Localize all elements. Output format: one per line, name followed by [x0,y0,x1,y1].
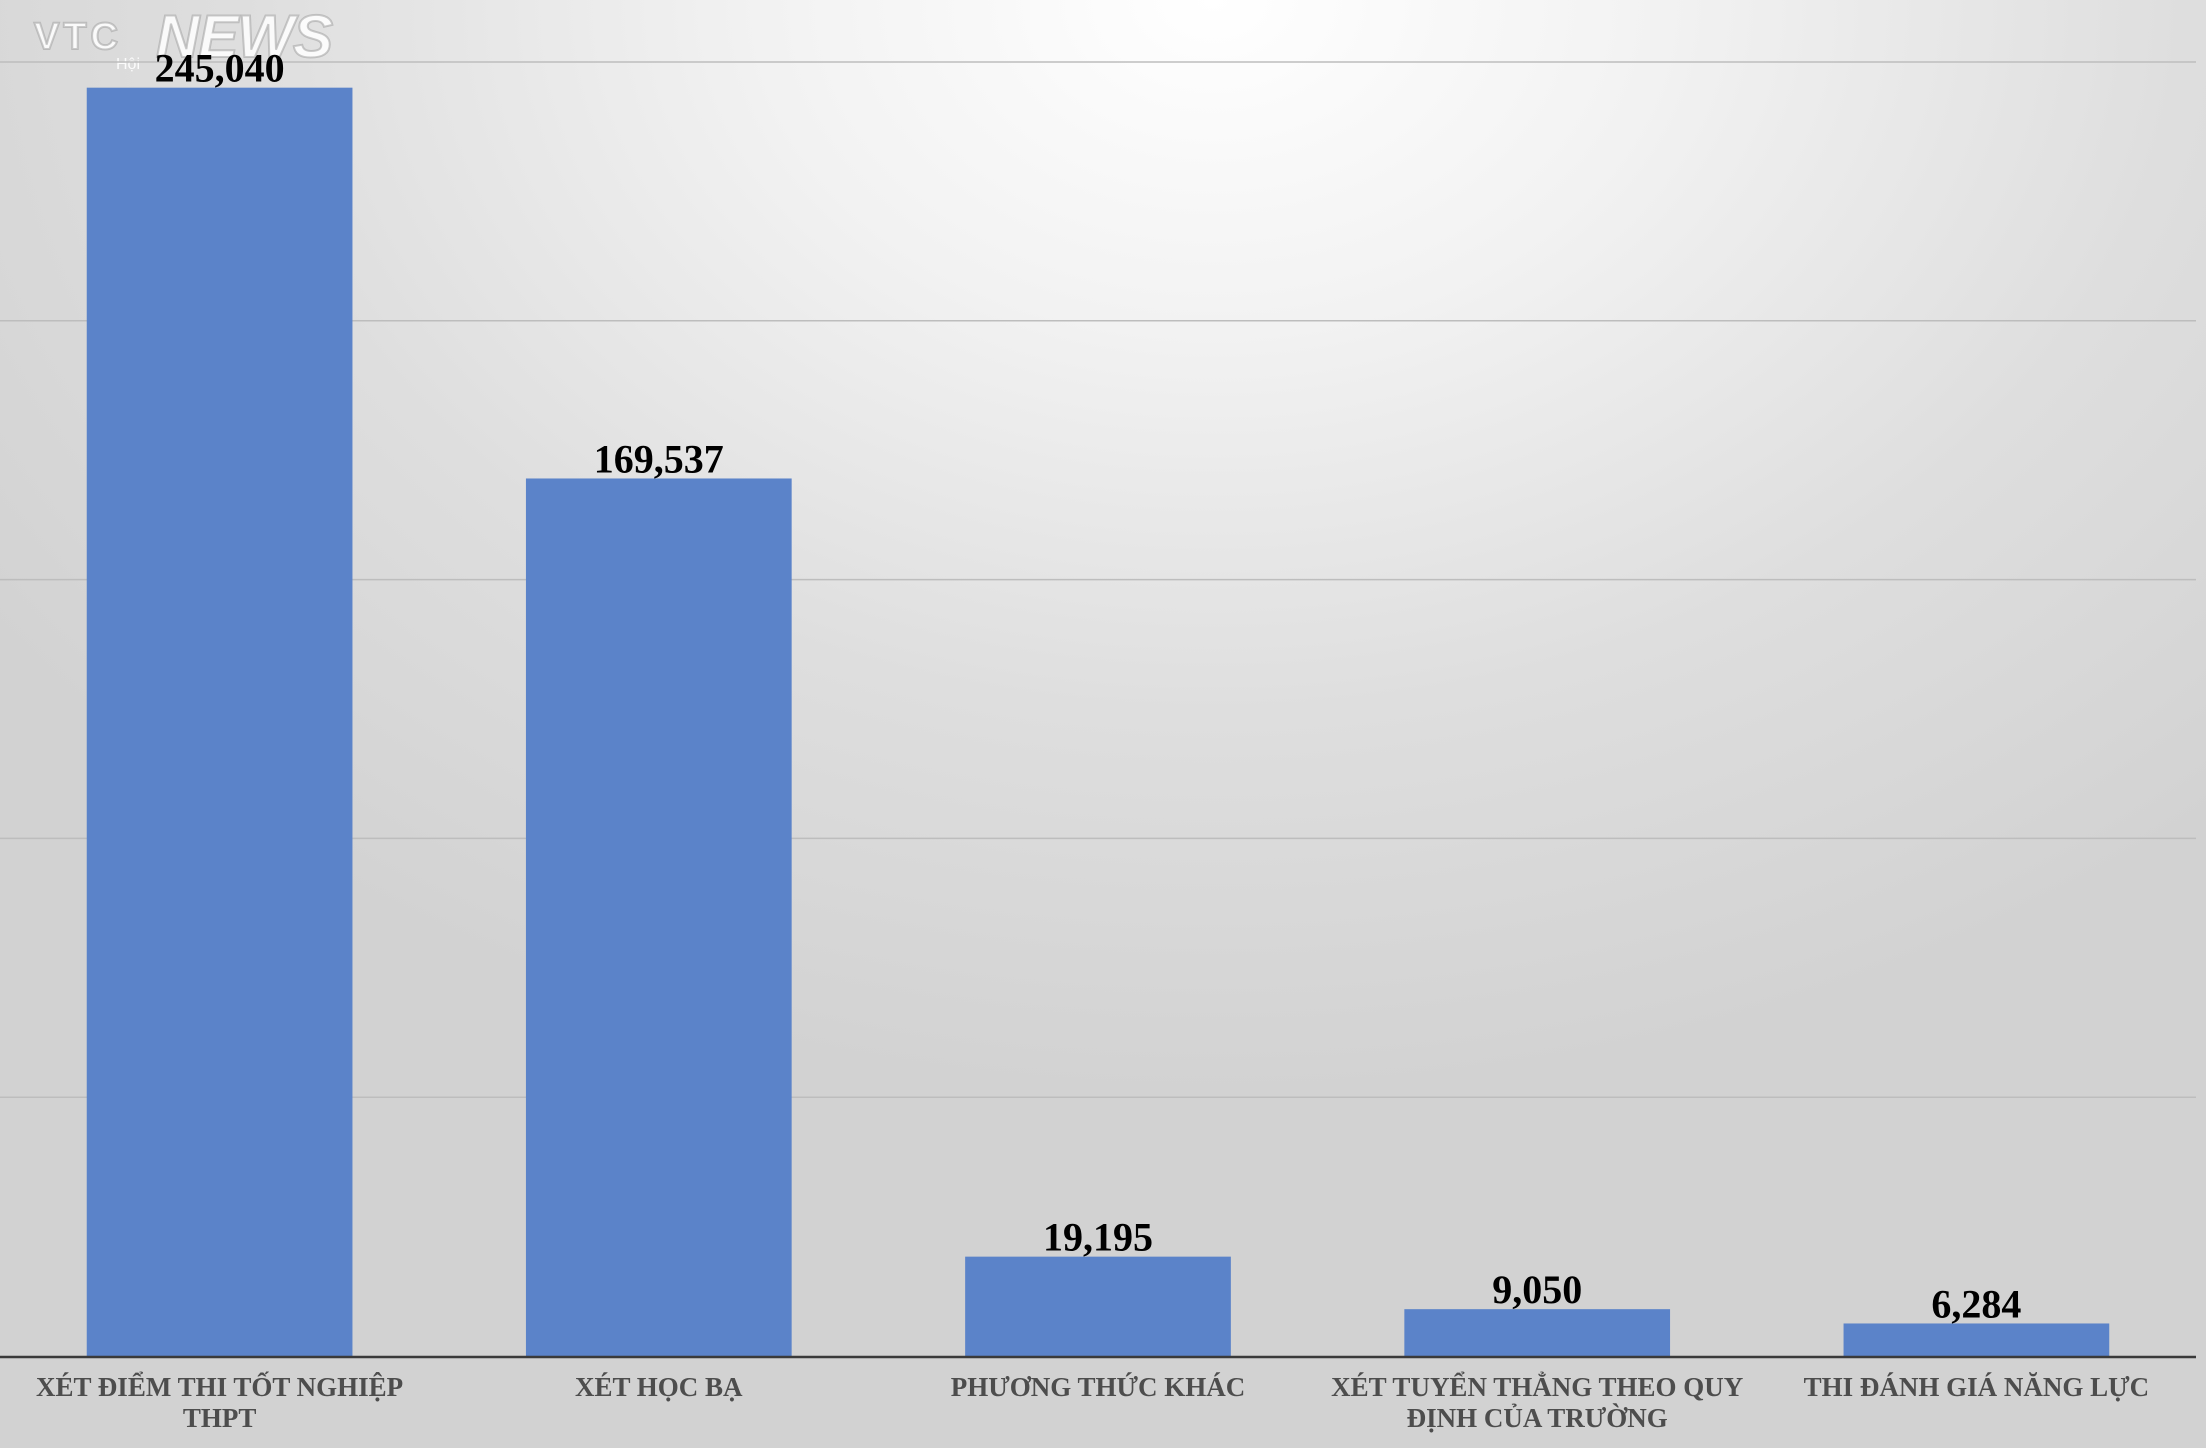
bar [1404,1309,1671,1356]
bars [86,87,2110,1356]
category-label: THI ĐÁNH GIÁ NĂNG LỰC [1804,1372,2150,1402]
data-label: 6,284 [1931,1281,2021,1326]
data-labels: 245,040 169,537 19,195 9,050 6,284 [155,46,2022,1327]
category-label: XÉT ĐIỂM THI TỐT NGHIỆP [36,1371,403,1402]
category-label: PHƯƠNG THỨC KHÁC [951,1372,1246,1402]
bar [525,478,792,1356]
category-label: ĐỊNH CỦA TRƯỜNG [1407,1403,1668,1433]
data-label: 245,040 [155,46,285,91]
gridlines [0,61,2196,1098]
data-label: 19,195 [1043,1215,1153,1260]
category-label: THPT [183,1403,257,1433]
bar [86,87,353,1356]
bar [1843,1323,2110,1356]
category-label: XÉT HỌC BẠ [575,1372,743,1402]
category-label: XÉT TUYỂN THẲNG THEO QUY [1331,1371,1743,1402]
data-label: 169,537 [594,436,724,481]
bar [965,1256,1231,1356]
data-label: 9,050 [1492,1267,1582,1312]
